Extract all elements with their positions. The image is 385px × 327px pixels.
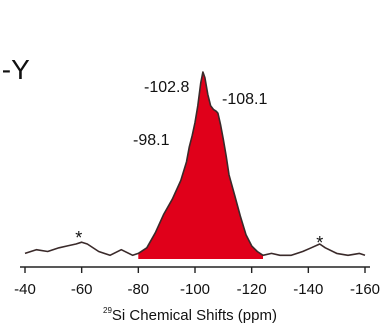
x-tick-label: -140 <box>293 281 323 298</box>
peak-label: -108.1 <box>222 91 267 108</box>
sideband-marker: * <box>75 228 82 248</box>
peak-label: -98.1 <box>133 132 170 149</box>
x-tick-label: -80 <box>127 281 149 298</box>
x-tick-label: -120 <box>237 281 267 298</box>
x-tick-label: -60 <box>71 281 93 298</box>
plot-area <box>24 71 366 259</box>
peak-label: -102.8 <box>144 79 189 96</box>
sideband-marker: * <box>316 233 323 253</box>
main-peak-fill <box>138 72 263 259</box>
panel-label: I-Y <box>0 54 30 85</box>
x-axis-title-text: Si Chemical Shifts (ppm) <box>112 307 277 324</box>
x-tick-label: -100 <box>180 281 210 298</box>
x-tick-label: -160 <box>350 281 380 298</box>
x-axis-title-isotope: 29 <box>103 306 112 315</box>
x-axis-ticks <box>24 267 366 273</box>
x-tick-label: -40 <box>14 281 36 298</box>
spectrum-line <box>24 71 366 257</box>
x-axis-title: 29Si Chemical Shifts (ppm) <box>103 306 277 324</box>
